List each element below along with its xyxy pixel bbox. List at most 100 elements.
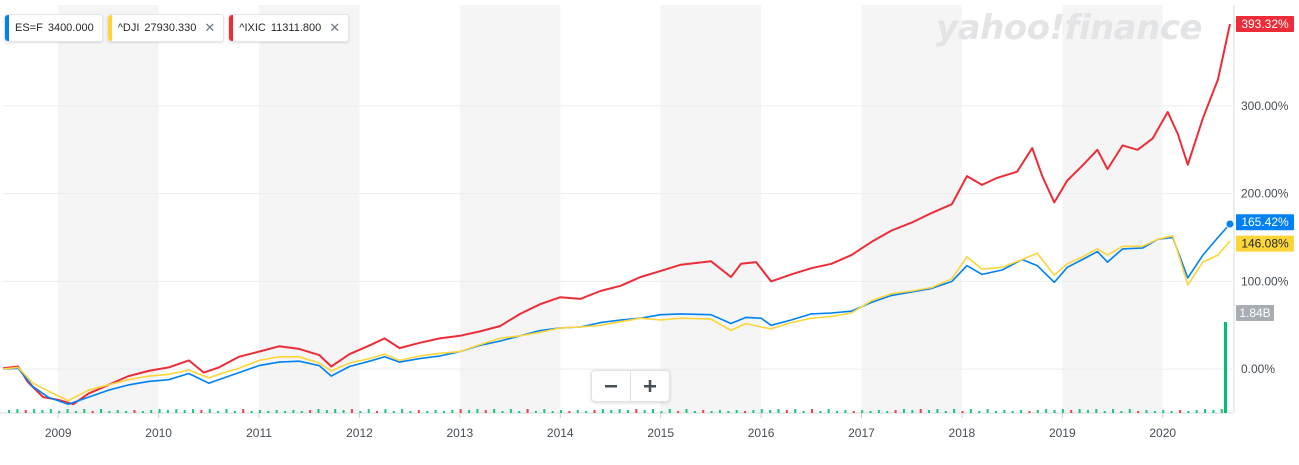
x-tick-label: 2016: [748, 426, 775, 440]
x-tick-label: 2011: [246, 426, 272, 440]
legend-chip-es[interactable]: ES=F 3400.000: [4, 14, 103, 42]
volume-bar: [961, 411, 964, 413]
volume-bar: [861, 410, 864, 413]
legend-price: 27930.330: [144, 22, 197, 34]
x-tick-label: 2015: [647, 426, 674, 440]
volume-bar: [342, 410, 345, 413]
volume-bar: [744, 411, 747, 413]
volume-bar: [509, 409, 512, 413]
volume-bar: [91, 411, 94, 413]
volume-bar: [367, 409, 370, 413]
volume-bar: [183, 410, 186, 413]
volume-bar: [526, 409, 529, 413]
zoom-out-button[interactable]: [592, 371, 630, 401]
volume-bar: [108, 411, 111, 413]
volume-bar: [534, 411, 537, 413]
volume-bar: [317, 409, 320, 413]
legend-chip-dji[interactable]: ^DJI 27930.330 ✕: [106, 14, 225, 42]
x-tick-label: 2012: [346, 426, 373, 440]
y-tick-label: 100.00%: [1241, 274, 1289, 288]
volume-bar: [1162, 410, 1165, 413]
volume-bar: [869, 411, 872, 413]
legend-symbol: ^DJI: [117, 22, 140, 34]
year-band: [861, 5, 962, 413]
legend-price: 11311.800: [270, 22, 322, 34]
volume-bar: [33, 409, 36, 413]
legend-chip-ixic[interactable]: ^IXIC 11311.800 ✕: [228, 14, 350, 42]
volume-bar: [685, 409, 688, 413]
volume-bar: [777, 409, 780, 413]
volume-bar: [1078, 409, 1081, 413]
volume-bar: [626, 410, 629, 413]
volume-bar: [116, 410, 119, 413]
volume-bar: [1170, 411, 1173, 413]
volume-bar: [267, 411, 270, 413]
legend-color-dji: [107, 15, 112, 41]
year-band: [660, 5, 762, 413]
volume-bar: [493, 409, 496, 413]
volume-bar: [392, 411, 395, 413]
x-tick-label: 2013: [447, 426, 474, 440]
volume-bar: [978, 411, 981, 413]
volume-bar: [8, 410, 11, 413]
volume-bar: [1003, 410, 1006, 413]
last-label-dji-bg: [1236, 235, 1294, 252]
volume-bar: [568, 411, 571, 413]
volume-bar: [810, 409, 813, 413]
zoom-in-button[interactable]: [630, 371, 669, 401]
volume-bar: [551, 411, 554, 413]
volume-bar: [1070, 410, 1073, 413]
volume-bar: [501, 411, 504, 413]
volume-bar: [1020, 410, 1023, 413]
volume-bar: [1137, 411, 1140, 413]
close-icon[interactable]: ✕: [204, 20, 216, 35]
volume-bar: [652, 409, 655, 413]
volume-bar: [442, 411, 445, 413]
minus-icon: [605, 385, 617, 388]
volume-bar: [635, 409, 638, 413]
volume-bar: [1187, 411, 1190, 413]
volume-bar: [401, 409, 404, 413]
volume-bar: [693, 411, 696, 413]
year-band: [1062, 5, 1163, 413]
volume-bar: [1028, 411, 1031, 413]
legend-symbol: ES=F: [15, 22, 43, 34]
volume-bar: [233, 411, 236, 413]
series-line-dji: [2, 235, 1231, 402]
volume-bar: [836, 411, 839, 413]
volume-label: 1.84B: [1239, 306, 1270, 320]
y-tick-label: 0.00%: [1241, 362, 1275, 376]
x-tick-label: 2018: [949, 426, 976, 440]
volume-bar: [1195, 410, 1198, 413]
volume-bar: [200, 410, 203, 413]
volume-bar: [994, 411, 997, 413]
y-tick-label: 300.00%: [1241, 99, 1289, 113]
legend-color-es: [5, 15, 9, 41]
volume-bar: [459, 409, 462, 413]
volume-bar: [175, 409, 178, 413]
volume-bar-last: [1224, 322, 1227, 413]
legend-price: 3400.000: [47, 22, 94, 34]
volume-bar: [258, 410, 261, 413]
volume-bar: [292, 410, 295, 413]
volume-bar: [911, 410, 914, 413]
volume-bar: [844, 410, 847, 413]
volume-bar: [417, 410, 420, 413]
volume-bar: [1220, 409, 1223, 413]
volume-bar: [158, 409, 161, 413]
volume-bar: [769, 410, 772, 413]
x-tick-label: 2019: [1049, 426, 1076, 440]
volume-bar: [1053, 410, 1056, 413]
volume-bar: [760, 409, 763, 413]
close-icon[interactable]: ✕: [329, 20, 341, 35]
volume-bar: [902, 409, 905, 413]
last-label-es: 165.42%: [1241, 215, 1289, 229]
volume-bar: [518, 411, 521, 413]
volume-bar: [83, 409, 86, 413]
volume-bar: [936, 409, 939, 413]
legend-color-ixic: [229, 15, 234, 41]
volume-bar: [919, 409, 922, 413]
volume-bar: [16, 409, 19, 413]
